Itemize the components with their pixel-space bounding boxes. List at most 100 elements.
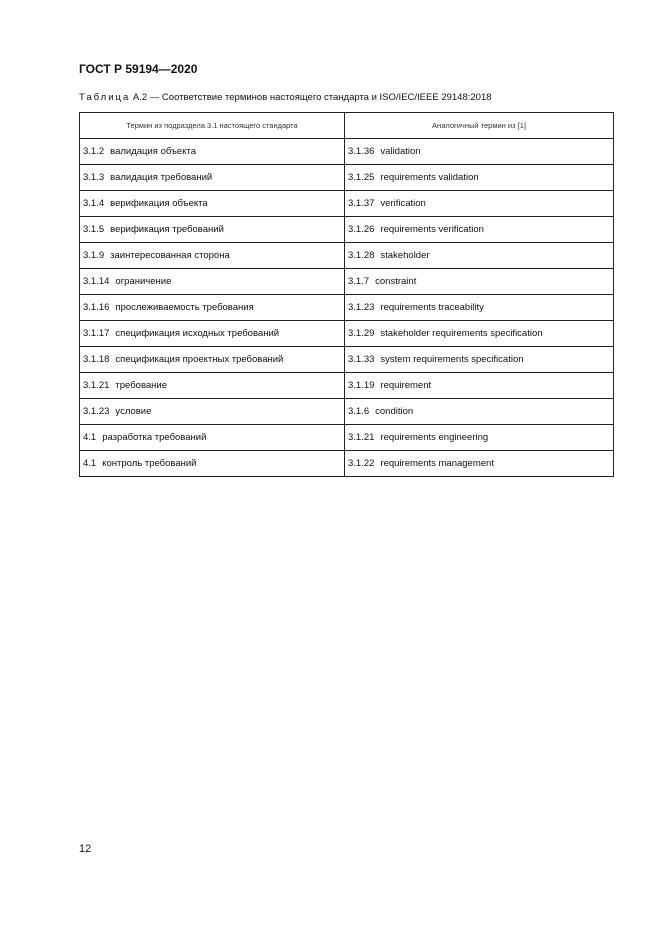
caption-label: Таблица <box>79 92 131 103</box>
document-header: ГОСТ Р 59194—2020 <box>79 62 198 76</box>
term-number: 3.1.37 <box>348 198 375 209</box>
table-row: 3.1.3 валидация требований 3.1.25 requireme… <box>79 164 614 191</box>
term-number: 3.1.23 <box>83 406 110 417</box>
term-number: 3.1.23 <box>348 302 375 313</box>
term-number: 3.1.19 <box>348 380 375 391</box>
table-row: 3.1.14 ограничение 3.1.7 constraint <box>79 268 614 295</box>
term-number: 4.1 <box>83 432 97 443</box>
term-text: прослеживаемость требования <box>115 302 254 313</box>
table-row: 4.1 разработка требований 3.1.21 requiremen… <box>79 424 614 451</box>
term-text: verification <box>380 198 426 209</box>
analog-term-cell: 3.1.25 requirements validation <box>344 164 614 191</box>
term-text: requirement <box>380 380 432 391</box>
standard-term-cell: 3.1.3 валидация требований <box>79 164 345 191</box>
term-number: 3.1.25 <box>348 172 375 183</box>
standard-term-cell: 3.1.17 спецификация исходных требований <box>79 320 345 347</box>
analog-term-cell: 3.1.7 constraint <box>344 268 614 295</box>
standard-term-cell: 3.1.23 условие <box>79 398 345 425</box>
term-number: 3.1.18 <box>83 354 110 365</box>
analog-term-cell: 3.1.36 validation <box>344 138 614 165</box>
table-row: 3.1.23 условие 3.1.6 condition <box>79 398 614 425</box>
term-text: спецификация проектных требований <box>115 354 284 365</box>
table-row: 3.1.9 заинтересованная сторона 3.1.28 stake… <box>79 242 614 269</box>
term-text: валидация требований <box>110 172 213 183</box>
term-text: верификация требований <box>110 224 224 235</box>
term-text: requirements management <box>380 458 494 469</box>
term-text: requirements verification <box>380 224 484 235</box>
standard-term-cell: 3.1.14 ограничение <box>79 268 345 295</box>
term-text: system requirements specification <box>380 354 524 365</box>
term-text: condition <box>375 406 414 417</box>
analog-term-cell: 3.1.33 system requirements specification <box>344 346 614 373</box>
term-number: 3.1.29 <box>348 328 375 339</box>
term-number: 4.1 <box>83 458 97 469</box>
standard-term-cell: 3.1.4 верификация объекта <box>79 190 345 217</box>
analog-term-cell: 3.1.19 requirement <box>344 372 614 399</box>
standard-term-cell: 4.1 контроль требований <box>79 450 345 477</box>
term-text: заинтересованная сторона <box>110 250 230 261</box>
column-header-standard-term: Термин из подраздела 3.1 настоящего стан… <box>79 112 345 139</box>
table-caption: Таблица А.2 — Соответствие терминов наст… <box>79 92 492 103</box>
term-text: валидация объекта <box>110 146 196 157</box>
standard-term-cell: 3.1.21 требование <box>79 372 345 399</box>
term-text: верификация объекта <box>110 198 208 209</box>
term-text: constraint <box>375 276 417 287</box>
term-text: requirements engineering <box>380 432 489 443</box>
standard-term-cell: 3.1.9 заинтересованная сторона <box>79 242 345 269</box>
term-text: validation <box>380 146 421 157</box>
term-text: ограничение <box>115 276 172 287</box>
terms-table: Термин из подраздела 3.1 настоящего стан… <box>79 112 614 477</box>
table-header-row: Термин из подраздела 3.1 настоящего стан… <box>79 112 614 139</box>
term-number: 3.1.26 <box>348 224 375 235</box>
term-number: 3.1.17 <box>83 328 110 339</box>
term-text: спецификация исходных требований <box>115 328 280 339</box>
term-number: 3.1.21 <box>348 432 375 443</box>
table-row: 3.1.21 требование 3.1.19 requirement <box>79 372 614 399</box>
table-row: 3.1.2 валидация объекта 3.1.36 validation <box>79 138 614 165</box>
analog-term-cell: 3.1.26 requirements verification <box>344 216 614 243</box>
term-number: 3.1.5 <box>83 224 105 235</box>
table-row: 4.1 контроль требований 3.1.22 requirements… <box>79 450 614 477</box>
standard-term-cell: 3.1.18 спецификация проектных требований <box>79 346 345 373</box>
term-number: 3.1.6 <box>348 406 370 417</box>
term-number: 3.1.36 <box>348 146 375 157</box>
term-text: stakeholder requirements specification <box>380 328 543 339</box>
term-number: 3.1.22 <box>348 458 375 469</box>
term-number: 3.1.9 <box>83 250 105 261</box>
standard-term-cell: 3.1.5 верификация требований <box>79 216 345 243</box>
term-number: 3.1.16 <box>83 302 110 313</box>
term-number: 3.1.28 <box>348 250 375 261</box>
analog-term-cell: 3.1.23 requirements traceability <box>344 294 614 321</box>
term-number: 3.1.7 <box>348 276 370 287</box>
table-row: 3.1.18 спецификация проектных требований 3… <box>79 346 614 373</box>
term-number: 3.1.33 <box>348 354 375 365</box>
term-number: 3.1.3 <box>83 172 105 183</box>
term-text: контроль требований <box>102 458 197 469</box>
term-number: 3.1.21 <box>83 380 110 391</box>
table-row: 3.1.17 спецификация исходных требований 3.… <box>79 320 614 347</box>
standard-term-cell: 3.1.2 валидация объекта <box>79 138 345 165</box>
analog-term-cell: 3.1.22 requirements management <box>344 450 614 477</box>
caption-text: А.2 — Соответствие терминов настоящего с… <box>130 92 492 103</box>
standard-term-cell: 4.1 разработка требований <box>79 424 345 451</box>
analog-term-cell: 3.1.6 condition <box>344 398 614 425</box>
table-row: 3.1.16 прослеживаемость требования 3.1.23 r… <box>79 294 614 321</box>
term-text: requirements traceability <box>380 302 484 313</box>
term-text: requirements validation <box>380 172 479 183</box>
column-header-analog-term: Аналогичный термин из [1] <box>344 112 614 139</box>
analog-term-cell: 3.1.29 stakeholder requirements specifica… <box>344 320 614 347</box>
analog-term-cell: 3.1.21 requirements engineering <box>344 424 614 451</box>
term-number: 3.1.14 <box>83 276 110 287</box>
analog-term-cell: 3.1.28 stakeholder <box>344 242 614 269</box>
page-number: 12 <box>79 843 92 855</box>
term-text: требование <box>115 380 168 391</box>
term-text: разработка требований <box>102 432 207 443</box>
term-number: 3.1.2 <box>83 146 105 157</box>
table-row: 3.1.5 верификация требований 3.1.26 require… <box>79 216 614 243</box>
term-text: stakeholder <box>380 250 430 261</box>
standard-term-cell: 3.1.16 прослеживаемость требования <box>79 294 345 321</box>
term-number: 3.1.4 <box>83 198 105 209</box>
table-row: 3.1.4 верификация объекта 3.1.37 verificati… <box>79 190 614 217</box>
term-text: условие <box>115 406 152 417</box>
analog-term-cell: 3.1.37 verification <box>344 190 614 217</box>
